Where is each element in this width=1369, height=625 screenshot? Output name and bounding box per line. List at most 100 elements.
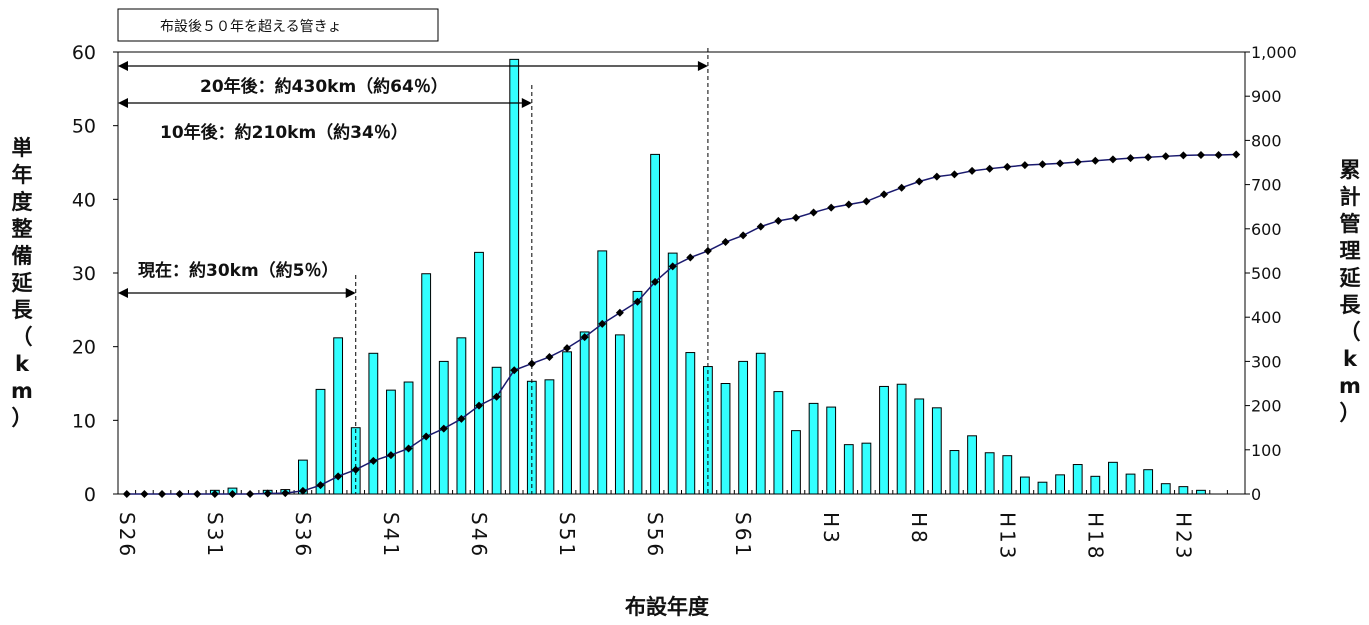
- cumulative-point-H24: [1196, 150, 1205, 159]
- chart-title-box: [117, 8, 439, 42]
- bar-S43: [421, 273, 432, 495]
- cumulative-point-H17: [1073, 158, 1082, 167]
- x-tick-label: H13: [995, 512, 1019, 562]
- bar-H6: [879, 385, 889, 495]
- annotation-arrowhead-right: [345, 288, 356, 298]
- cumulative-point-S62: [756, 222, 765, 231]
- cumulative-point-H4: [844, 200, 853, 209]
- x-tick-label: S56: [643, 512, 667, 559]
- bar-S48: [509, 58, 520, 495]
- x-tick-label: S31: [203, 512, 227, 559]
- y-left-tick-label: 60: [72, 42, 96, 64]
- cumulative-point-S42: [404, 444, 413, 453]
- cumulative-point-S41: [386, 451, 395, 460]
- bar-H9: [931, 407, 942, 495]
- cumulative-point-S54: [615, 308, 624, 317]
- cumulative-point-S39: [351, 465, 360, 474]
- cumulative-point-S31: [210, 490, 219, 498]
- annotation-label: 10年後：約210km（約34％）: [160, 122, 408, 143]
- cumulative-point-S37: [316, 481, 325, 490]
- bar-S46: [474, 251, 484, 495]
- bar-S54: [614, 334, 625, 495]
- annotation-arrowhead-left: [118, 61, 128, 71]
- cumulative-point-H6: [880, 190, 889, 199]
- cumulative-point-S57: [668, 262, 677, 271]
- cumulative-point-H5: [862, 197, 871, 206]
- y-left-axis-title: 単年度整備延長（ k m）: [11, 136, 34, 430]
- bar-H23: [1178, 486, 1189, 495]
- x-tick-label: S51: [555, 512, 579, 559]
- y-left-tick-label: 10: [72, 410, 96, 432]
- cumulative-point-S38: [334, 472, 343, 481]
- bar-H20: [1125, 473, 1136, 495]
- y-right-tick-label: 100: [1251, 441, 1282, 460]
- y-left-tick-label: 50: [72, 116, 96, 138]
- cumulative-point-S58: [686, 253, 695, 262]
- x-tick-label: S46: [467, 512, 491, 559]
- cumulative-point-S46: [474, 401, 483, 410]
- cumulative-point-H21: [1144, 153, 1153, 162]
- cumulative-point-H8: [915, 177, 924, 186]
- cumulative-point-H13: [1003, 162, 1012, 171]
- cumulative-point-H22: [1161, 152, 1170, 161]
- y-right-tick-label: 0: [1251, 485, 1261, 504]
- bar-S52: [579, 331, 590, 495]
- bar-S57: [667, 252, 678, 495]
- x-axis-title: 布設年度: [625, 595, 709, 619]
- bar-H4: [843, 444, 854, 495]
- bar-S56: [650, 153, 660, 495]
- cumulative-point-S61: [739, 231, 748, 240]
- cumulative-point-S51: [563, 344, 572, 353]
- cumulative-point-H10: [950, 170, 959, 179]
- annotation-arrowhead-right: [697, 61, 708, 71]
- cumulative-point-S40: [369, 456, 378, 465]
- cumulative-point-S33: [246, 490, 255, 498]
- cumulative-point-H12: [985, 164, 994, 173]
- bar-H10: [949, 450, 960, 495]
- cumulative-point-S32: [228, 490, 237, 498]
- y-left-tick-label: 20: [72, 337, 96, 359]
- bar-H19: [1108, 461, 1118, 495]
- annotation-label: 20年後：約430km（約64％）: [200, 76, 448, 97]
- y-right-tick-label: 1,000: [1251, 43, 1297, 62]
- y-right-axis-title: 累計管理延長（ k m）: [1339, 158, 1362, 425]
- y-right-tick-label: 400: [1251, 308, 1282, 327]
- cumulative-point-H15: [1038, 160, 1047, 169]
- bar-S58: [685, 352, 696, 495]
- cumulative-point-S63: [774, 216, 783, 225]
- cumulative-point-S34: [263, 489, 272, 498]
- bar-H22: [1160, 483, 1171, 495]
- x-tick-label: H23: [1171, 512, 1195, 562]
- cumulative-point-H9: [932, 172, 941, 181]
- cumulative-point-H19: [1108, 155, 1117, 164]
- y-left-tick-label: 0: [84, 484, 96, 506]
- bar-S61: [738, 360, 749, 495]
- bar-H15: [1037, 481, 1048, 495]
- cumulative-point-H20: [1126, 154, 1135, 163]
- bar-H2: [808, 402, 819, 495]
- cumulative-line: [126, 153, 1237, 495]
- cumulative-point-S35: [281, 489, 290, 498]
- bar-S47: [491, 366, 502, 495]
- cumulative-point-H16: [1056, 159, 1065, 168]
- cumulative-point-S28: [158, 490, 167, 498]
- x-tick-label: H3: [819, 512, 843, 546]
- cumulative-point-S56: [651, 277, 660, 286]
- annotation-arrowhead-right: [521, 98, 532, 108]
- bar-H11: [967, 435, 977, 495]
- y-right-tick-label: 300: [1251, 352, 1282, 371]
- bar-S51: [562, 351, 572, 495]
- bar-H3: [826, 406, 837, 495]
- cumulative-point-S53: [598, 319, 607, 328]
- x-tick-label: S26: [115, 512, 139, 559]
- bar-H21: [1143, 469, 1154, 495]
- annotation-arrowhead-left: [118, 98, 128, 108]
- bar-H16: [1055, 474, 1066, 495]
- cumulative-point-S52: [580, 333, 589, 342]
- cumulative-point-H7: [897, 183, 906, 192]
- x-tick-label: S41: [379, 512, 403, 559]
- x-tick-label: H8: [907, 512, 931, 546]
- bar-S40: [368, 352, 379, 495]
- bar-S60: [720, 383, 731, 495]
